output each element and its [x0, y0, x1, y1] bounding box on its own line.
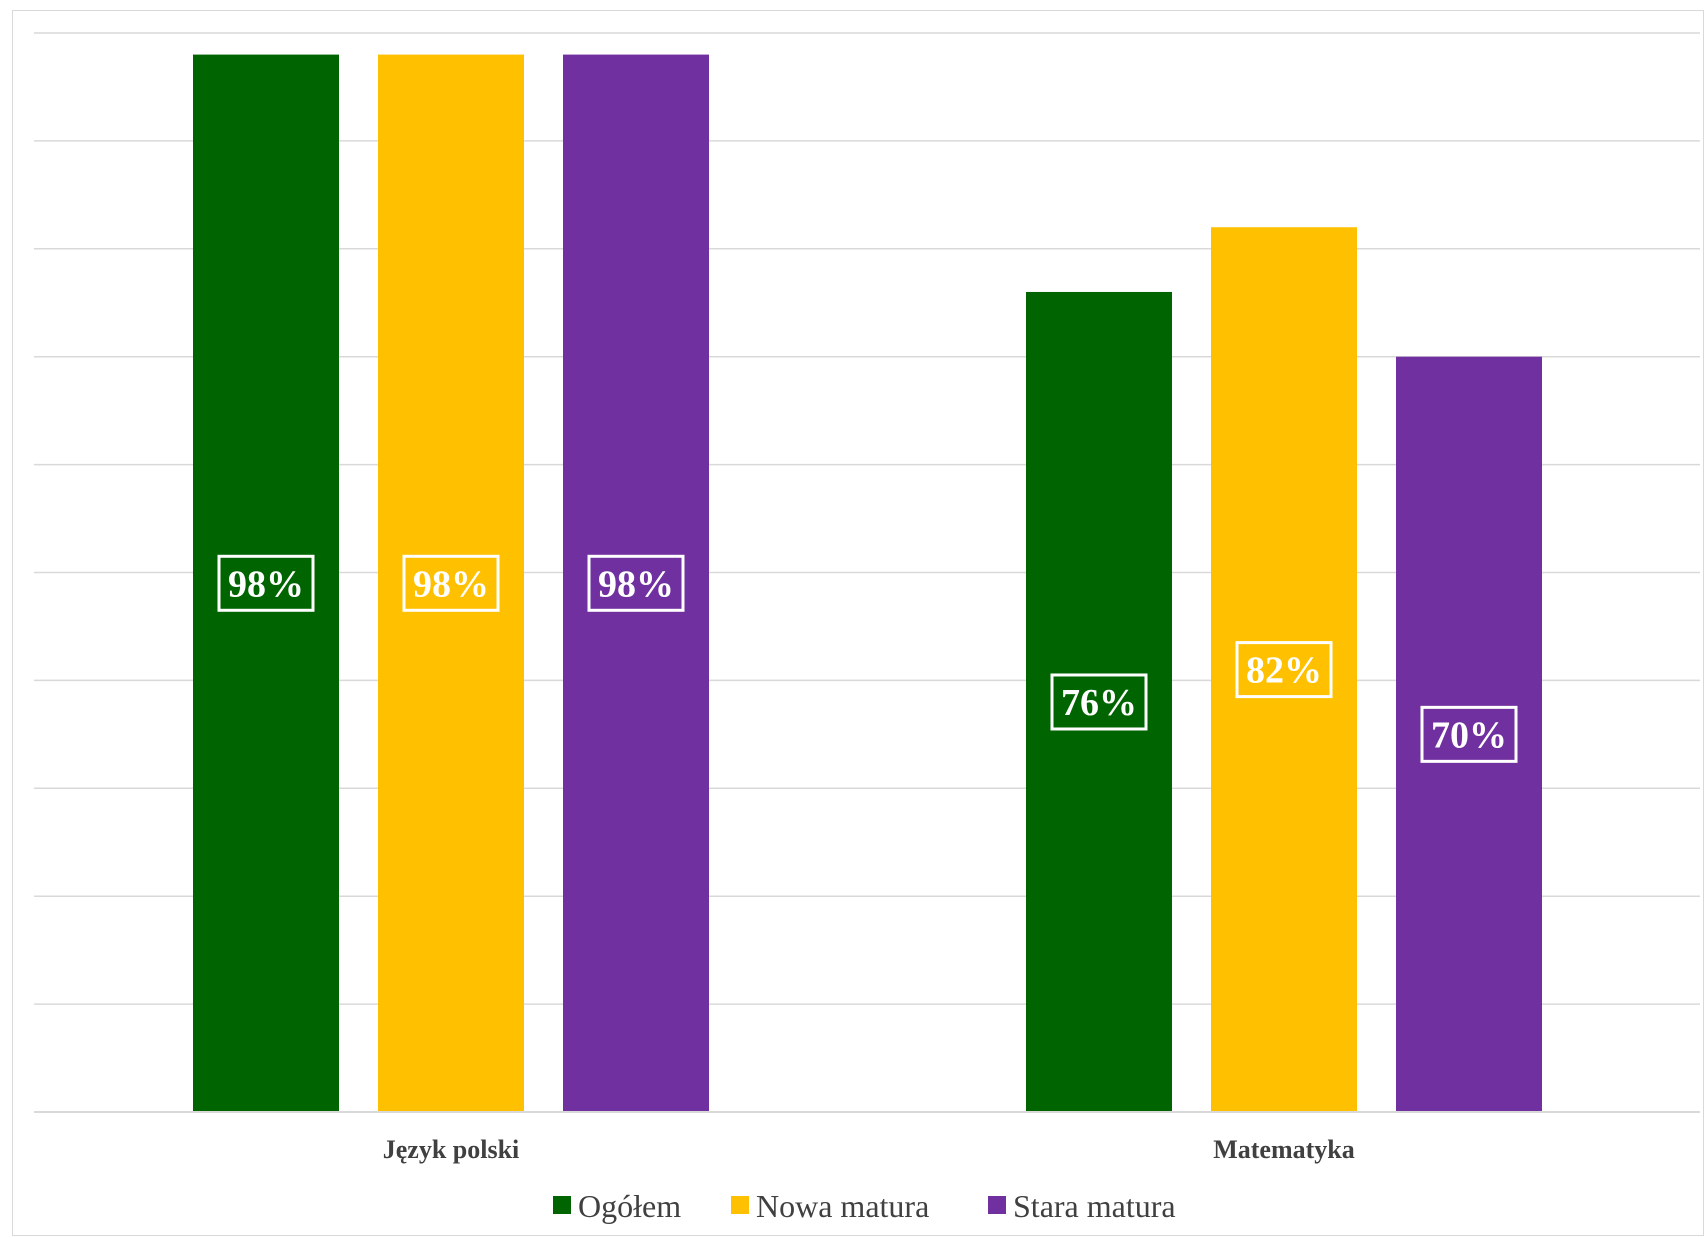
data-label-nowa-matura-matematyka: 82% [1246, 650, 1322, 692]
legend-swatch-nowa-matura [731, 1196, 749, 1214]
legend-swatch-stara-matura [988, 1196, 1006, 1214]
data-label-ogolem-jezyk-polski: 98% [228, 563, 304, 605]
data-label-nowa-matura-jezyk-polski: 98% [413, 563, 489, 605]
data-label-box [217, 554, 315, 612]
legend-swatch-ogolem [553, 1196, 571, 1214]
legend-label-stara-matura: Stara matura [1013, 1188, 1176, 1224]
category-label-matematyka: Matematyka [1213, 1135, 1355, 1164]
data-labels: 98% 98% 98% 76% 82% 70% [217, 554, 1518, 763]
legend-label-nowa-matura: Nowa matura [756, 1188, 929, 1224]
bar-nowa-matura-jezyk-polski [378, 54, 524, 1113]
bar-stara-matura-jezyk-polski [563, 54, 709, 1113]
bar-ogolem-matematyka [1026, 291, 1172, 1113]
legend-label-ogolem: Ogółem [578, 1188, 681, 1224]
data-label-box [587, 554, 685, 612]
bars [193, 54, 1542, 1113]
bar-stara-matura-matematyka [1396, 356, 1542, 1112]
data-label-box [1235, 641, 1333, 699]
data-label-stara-matura-matematyka: 70% [1431, 714, 1507, 756]
data-label-box [1050, 673, 1148, 731]
data-label-box [402, 554, 500, 612]
data-label-ogolem-matematyka: 76% [1061, 682, 1137, 724]
data-label-stara-matura-jezyk-polski: 98% [598, 563, 674, 605]
x-axis: Język polski Matematyka [34, 1111, 1700, 1164]
category-label-jezyk-polski: Język polski [383, 1135, 520, 1164]
bar-ogolem-jezyk-polski [193, 54, 339, 1113]
legend: Ogółem Nowa matura Stara matura [553, 1188, 1176, 1224]
data-label-box [1420, 705, 1518, 763]
bar-nowa-matura-matematyka [1211, 227, 1357, 1113]
